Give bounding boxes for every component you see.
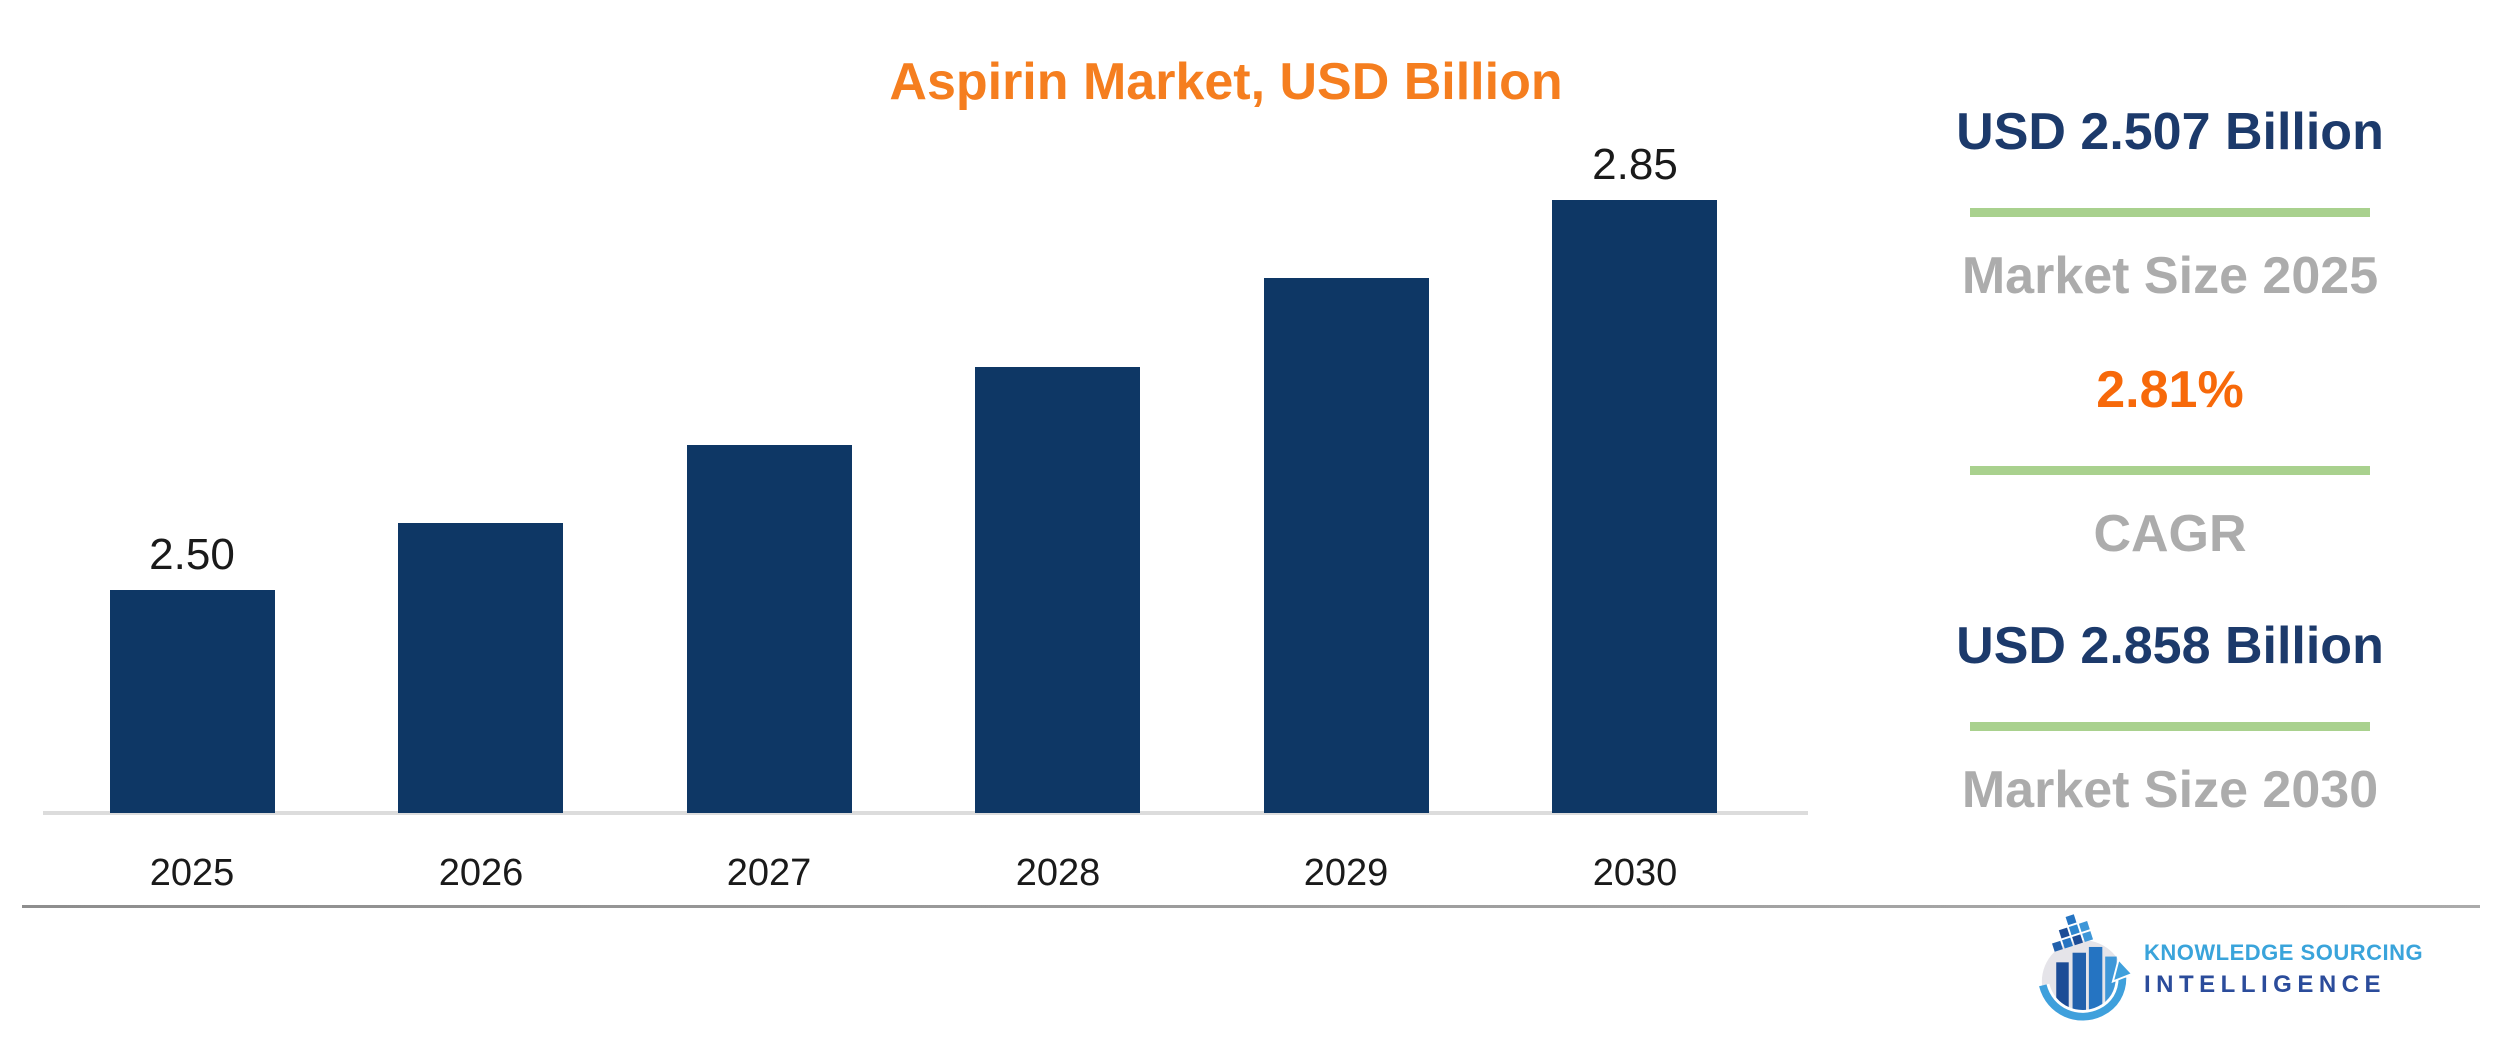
- stat-label: CAGR: [2093, 505, 2247, 563]
- separator-line: [22, 905, 2480, 908]
- x-axis-label: 2028: [1015, 852, 1101, 894]
- stat-label: Market Size 2030: [1961, 761, 2379, 819]
- stat-underline: [1970, 208, 2370, 217]
- stat-value: 2.81%: [2096, 361, 2244, 419]
- x-axis-label: 2025: [149, 852, 235, 894]
- stat-market-size-2030: USD 2.858 Billion Market Size 2030: [1880, 614, 2460, 816]
- x-axis-label: 2027: [726, 852, 812, 894]
- x-axis-label: 2030: [1592, 852, 1678, 894]
- x-axis-label: 2029: [1303, 852, 1389, 894]
- logo-icon-bars: [2056, 946, 2117, 1011]
- bar-value-label: 2.85: [1592, 140, 1678, 189]
- stat-market-size-2025: USD 2.507 Billion Market Size 2025: [1880, 100, 2460, 302]
- bar-value-label: 2.50: [149, 530, 235, 579]
- logo-icon-arrow: [2038, 957, 2134, 1024]
- x-axis-line: [43, 811, 1808, 815]
- logo-text: KNOWLEDGE SOURCING INTELLIGENCE: [2144, 912, 2423, 999]
- stat-underline: [1970, 466, 2370, 475]
- bar-2030: [1552, 200, 1717, 813]
- logo-company-name-line2: INTELLIGENCE: [2144, 971, 2387, 998]
- bar-2026: [398, 523, 563, 813]
- bar-2027: [687, 445, 852, 813]
- stat-value: USD 2.507 Billion: [1956, 103, 2384, 161]
- bar-2029: [1264, 278, 1429, 813]
- logo-icon: [2038, 914, 2134, 1024]
- logo-company-name: KNOWLEDGE SOURCING: [2144, 940, 2424, 965]
- x-axis-label: 2026: [438, 852, 524, 894]
- chart-title: Aspirin Market, USD Billion: [889, 53, 1563, 111]
- stat-underline: [1970, 722, 2370, 731]
- stat-cagr: 2.81% CAGR: [1880, 358, 2460, 560]
- stat-label: Market Size 2025: [1961, 247, 2379, 305]
- bar-2028: [975, 367, 1140, 813]
- stat-value: USD 2.858 Billion: [1956, 617, 2384, 675]
- bar-2025: [110, 590, 275, 813]
- logo-icon-squares: [2052, 914, 2094, 952]
- logo: KNOWLEDGE SOURCING INTELLIGENCE: [2038, 912, 2423, 1028]
